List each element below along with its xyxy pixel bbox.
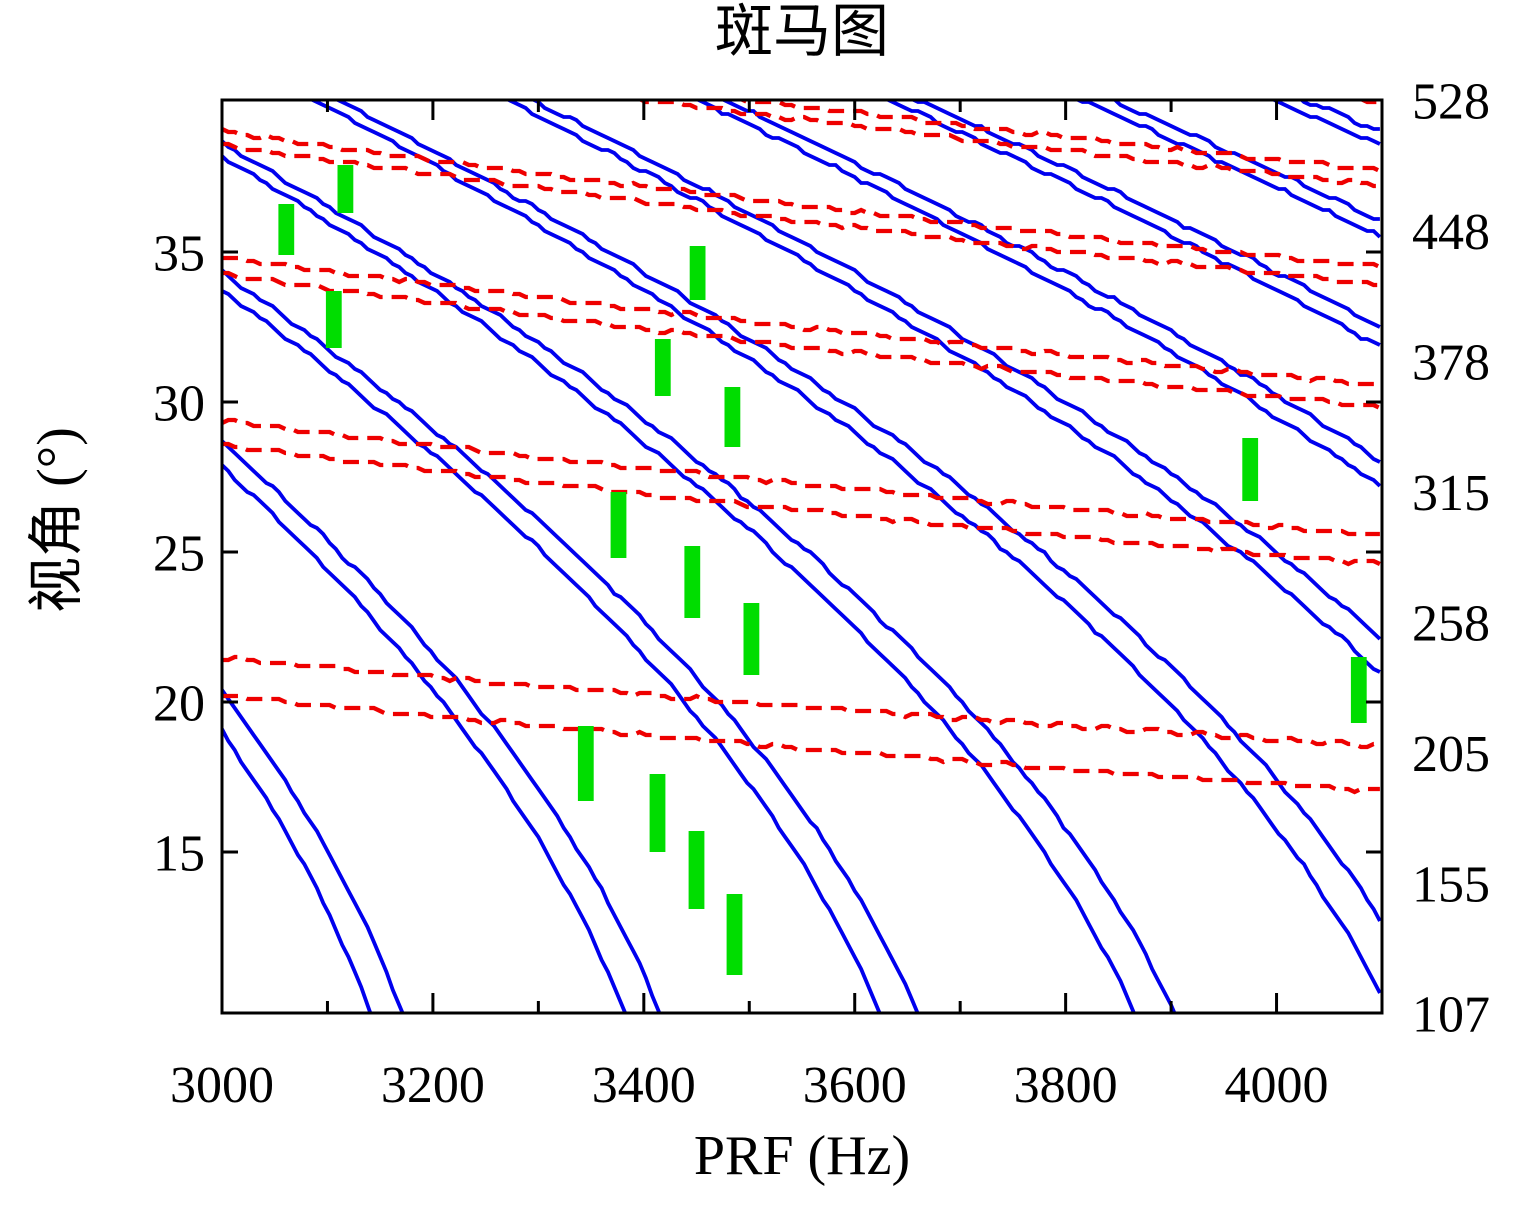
nadir-interference-curve-line-6a: [716, 12, 1380, 90]
nadir-interference-curve-line-2b: [222, 441, 1381, 567]
x-tick-label-3000: 3000: [170, 1057, 274, 1114]
nadir-interference-curve: [222, 12, 1381, 795]
blind-zone-curve-line-15a: [222, 268, 920, 1013]
blind-zone-curve-line-14b: [222, 463, 628, 1013]
plot-border: [220, 98, 1384, 1015]
blind-zone-curve-line-17a: [333, 100, 1382, 922]
right-range-label-378: 378: [1412, 335, 1490, 392]
x-tick-label-3800: 3800: [1014, 1057, 1118, 1114]
selected-prf-bar-5: [654, 339, 671, 396]
right-range-label-315: 315: [1412, 465, 1490, 522]
selected-prf-bar-12: [688, 831, 705, 909]
selected-prf-bar-11: [649, 774, 666, 852]
blind-zone-curve-line-14a: [222, 439, 662, 1013]
selected-prf-bar-3: [325, 291, 342, 348]
blind-zone-curve-line-22a: [1299, 100, 1380, 131]
selected-prf-bar-9: [743, 603, 760, 675]
blind-zone-curve-line-21a: [1111, 100, 1380, 221]
x-tick-label-3400: 3400: [592, 1057, 696, 1114]
right-range-label-107: 107: [1412, 987, 1490, 1044]
x-tick-label-3200: 3200: [381, 1057, 485, 1114]
x-tick-label-4000: 4000: [1225, 1057, 1329, 1114]
right-range-label-258: 258: [1412, 595, 1490, 652]
right-range-label-205: 205: [1412, 726, 1490, 783]
right-range-label-528: 528: [1412, 74, 1490, 131]
tick-labels: 3000 3200 3400 3600 3800 4000 15 20 25 30 35 528 448…: [153, 74, 1490, 1114]
selected-prf-bar-15: [1350, 657, 1367, 723]
blind-zone-curve-line-18a: [529, 100, 1382, 641]
selected-prf-bar-1: [337, 165, 354, 213]
blind-zone-curve-line-21b: [1073, 100, 1382, 239]
blind-zone-curve-line-22b: [1269, 100, 1381, 146]
right-range-label-155: 155: [1412, 856, 1490, 913]
y-tick-label-25: 25: [153, 526, 205, 583]
blind-zone-curve-line-20a: [909, 100, 1381, 329]
y-tick-label-30: 30: [153, 376, 205, 433]
selected-prf-bar-13: [726, 894, 743, 975]
blind-zone-curve: [222, 100, 1382, 1013]
nadir-interference-curve-line-1b: [222, 693, 1380, 795]
nadir-interference-curve-line-4a: [222, 127, 1381, 269]
chart-title: 斑马图: [714, 0, 889, 64]
nadir-interference-curve-line-2a: [222, 417, 1380, 537]
axes: [220, 98, 1384, 1015]
y-tick-label-20: 20: [153, 676, 205, 733]
blind-zone-curve-line-13a: [222, 688, 405, 1013]
x-tick-label-3600: 3600: [803, 1057, 907, 1114]
selected-prf-bar-14: [1242, 438, 1259, 501]
selected-prf-bar-7: [610, 492, 627, 558]
blind-zone-curve-line-15b: [222, 289, 882, 1013]
y-tick-label-35: 35: [153, 226, 205, 283]
selected-prf-bar-10: [577, 726, 594, 801]
nadir-interference-curve-line-5b: [636, 100, 1380, 189]
blind-zone-curve-line-20b: [884, 100, 1381, 347]
right-range-label-448: 448: [1412, 204, 1490, 261]
blind-zone-curve-line-18b: [498, 100, 1381, 674]
x-axis-title: PRF (Hz): [693, 1125, 911, 1187]
selected-prf-markers: [278, 165, 1367, 975]
nadir-interference-curve-line-3a: [222, 255, 1380, 387]
blind-zone-curve-line-16b: [222, 154, 1137, 1013]
selected-prf-bar-2: [278, 204, 295, 255]
selected-prf-bar-4: [689, 246, 706, 300]
nadir-interference-curve-line-3b: [222, 270, 1381, 410]
nadir-interference-curve-line-6b: [1357, 100, 1380, 105]
selected-prf-bar-8: [684, 546, 701, 618]
blind-zone-curve-line-19b: [694, 100, 1382, 488]
y-tick-label-15: 15: [153, 826, 205, 883]
blind-zone-curve-line-13b: [222, 728, 373, 1013]
blind-zone-curve-line-16a: [222, 139, 1177, 1013]
selected-prf-bar-6: [724, 387, 741, 447]
